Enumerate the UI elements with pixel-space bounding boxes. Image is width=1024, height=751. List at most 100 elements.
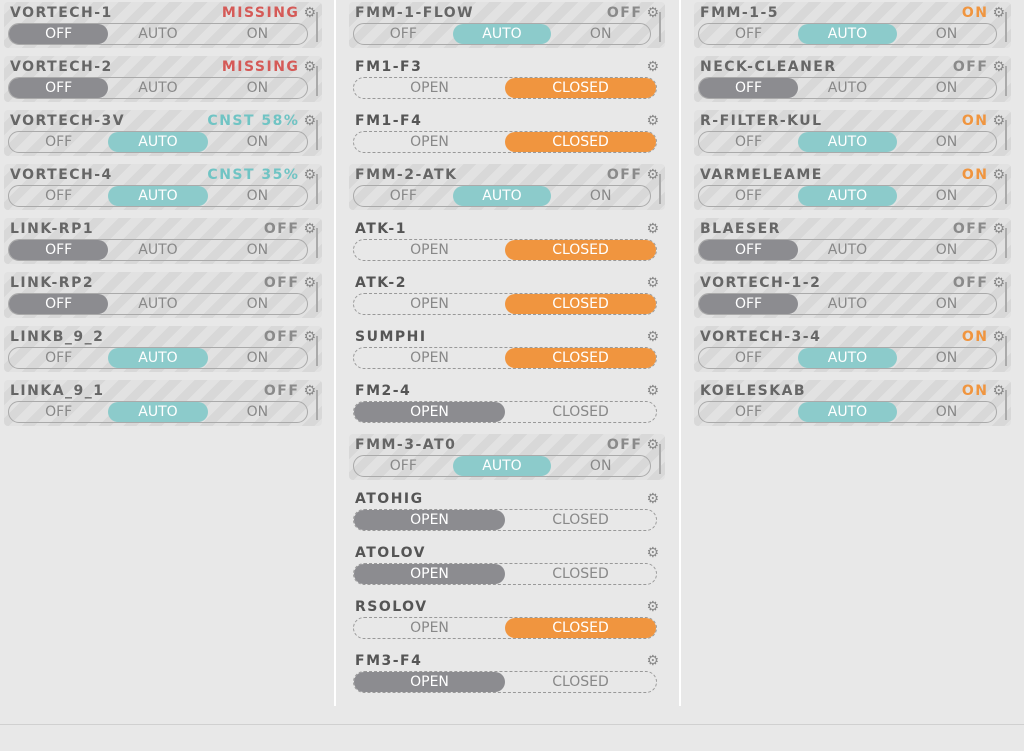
scroll-handle[interactable]	[659, 444, 661, 474]
option-open[interactable]: OPEN	[410, 350, 449, 366]
mode-switch[interactable]: OFF AUTO ON	[698, 185, 997, 207]
gear-icon[interactable]: ⚙	[646, 167, 659, 183]
gear-icon[interactable]: ⚙	[646, 5, 659, 21]
option-auto[interactable]: AUTO	[138, 242, 178, 258]
valve-switch[interactable]: OPEN CLOSED	[353, 77, 657, 99]
mode-switch[interactable]: OFF AUTO ON	[8, 401, 308, 423]
option-auto[interactable]: AUTO	[798, 186, 897, 206]
option-auto[interactable]: AUTO	[452, 24, 552, 44]
mode-switch[interactable]: OFF AUTO ON	[8, 77, 308, 99]
option-on[interactable]: ON	[589, 458, 612, 474]
gear-icon[interactable]: ⚙	[992, 329, 1005, 345]
gear-icon[interactable]: ⚙	[303, 383, 316, 399]
option-closed[interactable]: CLOSED	[505, 78, 656, 98]
option-open[interactable]: OPEN	[410, 296, 449, 312]
gear-icon[interactable]: ⚙	[992, 59, 1005, 75]
gear-icon[interactable]: ⚙	[646, 221, 659, 237]
option-auto[interactable]: AUTO	[108, 402, 208, 422]
option-closed[interactable]: CLOSED	[505, 240, 656, 260]
option-off[interactable]: OFF	[734, 134, 763, 150]
option-open[interactable]: OPEN	[354, 402, 505, 422]
scroll-handle[interactable]	[316, 120, 318, 150]
valve-switch[interactable]: OPEN CLOSED	[353, 347, 657, 369]
option-on[interactable]: ON	[935, 242, 958, 258]
option-on[interactable]: ON	[246, 242, 269, 258]
option-off[interactable]: OFF	[9, 294, 109, 314]
mode-switch[interactable]: OFF AUTO ON	[698, 239, 997, 261]
scroll-handle[interactable]	[316, 66, 318, 96]
mode-switch[interactable]: OFF AUTO ON	[353, 185, 651, 207]
mode-switch[interactable]: OFF AUTO ON	[8, 293, 308, 315]
option-closed[interactable]: CLOSED	[505, 132, 656, 152]
gear-icon[interactable]: ⚙	[646, 545, 659, 561]
option-open[interactable]: OPEN	[354, 564, 505, 584]
option-on[interactable]: ON	[246, 80, 269, 96]
option-off[interactable]: OFF	[699, 294, 798, 314]
option-on[interactable]: ON	[246, 134, 269, 150]
option-open[interactable]: OPEN	[354, 672, 505, 692]
option-on[interactable]: ON	[935, 404, 958, 420]
option-auto[interactable]: AUTO	[138, 80, 178, 96]
mode-switch[interactable]: OFF AUTO ON	[353, 455, 651, 477]
gear-icon[interactable]: ⚙	[992, 113, 1005, 129]
gear-icon[interactable]: ⚙	[646, 275, 659, 291]
option-auto[interactable]: AUTO	[108, 186, 208, 206]
mode-switch[interactable]: OFF AUTO ON	[353, 23, 651, 45]
scroll-handle[interactable]	[1005, 66, 1007, 96]
valve-switch[interactable]: OPEN CLOSED	[353, 671, 657, 693]
mode-switch[interactable]: OFF AUTO ON	[698, 77, 997, 99]
option-closed[interactable]: CLOSED	[505, 618, 656, 638]
gear-icon[interactable]: ⚙	[303, 113, 316, 129]
option-auto[interactable]: AUTO	[827, 80, 868, 96]
mode-switch[interactable]: OFF AUTO ON	[8, 185, 308, 207]
valve-switch[interactable]: OPEN CLOSED	[353, 509, 657, 531]
option-closed[interactable]: CLOSED	[505, 294, 656, 314]
gear-icon[interactable]: ⚙	[646, 113, 659, 129]
option-on[interactable]: ON	[589, 188, 612, 204]
valve-switch[interactable]: OPEN CLOSED	[353, 131, 657, 153]
mode-switch[interactable]: OFF AUTO ON	[698, 23, 997, 45]
mode-switch[interactable]: OFF AUTO ON	[698, 347, 997, 369]
option-off[interactable]: OFF	[9, 240, 109, 260]
gear-icon[interactable]: ⚙	[646, 653, 659, 669]
option-open[interactable]: OPEN	[410, 242, 449, 258]
option-off[interactable]: OFF	[389, 26, 417, 42]
scroll-handle[interactable]	[1005, 174, 1007, 204]
option-off[interactable]: OFF	[45, 188, 73, 204]
option-off[interactable]: OFF	[734, 350, 763, 366]
option-on[interactable]: ON	[935, 350, 958, 366]
mode-switch[interactable]: OFF AUTO ON	[698, 293, 997, 315]
option-closed[interactable]: CLOSED	[505, 348, 656, 368]
gear-icon[interactable]: ⚙	[992, 221, 1005, 237]
option-off[interactable]: OFF	[699, 78, 798, 98]
option-closed[interactable]: CLOSED	[552, 674, 609, 690]
scroll-handle[interactable]	[1005, 336, 1007, 366]
option-auto[interactable]: AUTO	[108, 348, 208, 368]
option-off[interactable]: OFF	[45, 350, 73, 366]
option-auto[interactable]: AUTO	[798, 132, 897, 152]
option-open[interactable]: OPEN	[410, 620, 449, 636]
option-on[interactable]: ON	[935, 296, 958, 312]
scroll-handle[interactable]	[316, 12, 318, 42]
gear-icon[interactable]: ⚙	[992, 275, 1005, 291]
option-off[interactable]: OFF	[389, 188, 417, 204]
option-auto[interactable]: AUTO	[798, 24, 897, 44]
option-off[interactable]: OFF	[9, 24, 109, 44]
mode-switch[interactable]: OFF AUTO ON	[8, 347, 308, 369]
option-off[interactable]: OFF	[45, 404, 73, 420]
option-closed[interactable]: CLOSED	[552, 566, 609, 582]
scroll-handle[interactable]	[1005, 390, 1007, 420]
option-open[interactable]: OPEN	[354, 510, 505, 530]
gear-icon[interactable]: ⚙	[646, 383, 659, 399]
valve-switch[interactable]: OPEN CLOSED	[353, 563, 657, 585]
gear-icon[interactable]: ⚙	[646, 599, 659, 615]
valve-switch[interactable]: OPEN CLOSED	[353, 293, 657, 315]
option-closed[interactable]: CLOSED	[552, 404, 609, 420]
option-off[interactable]: OFF	[9, 78, 109, 98]
option-off[interactable]: OFF	[699, 240, 798, 260]
gear-icon[interactable]: ⚙	[992, 383, 1005, 399]
option-on[interactable]: ON	[935, 134, 958, 150]
option-on[interactable]: ON	[935, 26, 958, 42]
scroll-handle[interactable]	[316, 390, 318, 420]
gear-icon[interactable]: ⚙	[303, 275, 316, 291]
